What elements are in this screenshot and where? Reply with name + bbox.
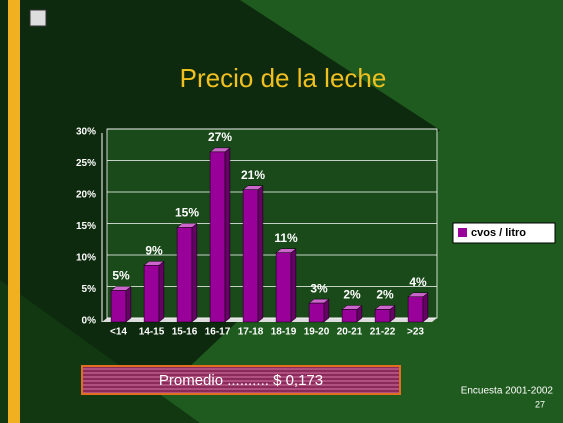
y-tick-label: 10% bbox=[76, 253, 96, 264]
x-tick-label: 17-18 bbox=[238, 327, 264, 338]
x-tick-label: 16-17 bbox=[205, 327, 231, 338]
bar bbox=[308, 302, 325, 323]
y-tick-label: 0% bbox=[82, 316, 97, 327]
data-label: 5% bbox=[112, 269, 130, 283]
bar bbox=[110, 290, 127, 323]
source-note: Encuesta 2001-2002 bbox=[461, 386, 554, 397]
bar bbox=[176, 227, 193, 323]
x-tick-label: 14-15 bbox=[139, 327, 165, 338]
bar-side bbox=[290, 248, 297, 323]
slide-number: 27 bbox=[535, 399, 545, 409]
bar-side bbox=[125, 285, 132, 323]
data-label: 3% bbox=[310, 281, 328, 295]
data-label: 9% bbox=[145, 243, 163, 257]
x-tick-label: 18-19 bbox=[271, 327, 297, 338]
y-tick-label: 15% bbox=[76, 221, 96, 232]
x-tick-label: 21-22 bbox=[370, 327, 396, 338]
y-tick-label: 20% bbox=[76, 190, 96, 201]
x-tick-label: >23 bbox=[407, 327, 424, 338]
average-text: Promedio .......... $ 0,173 bbox=[159, 372, 323, 389]
y-tick-label: 30% bbox=[76, 127, 96, 138]
x-tick-label: <14 bbox=[110, 327, 127, 338]
background-shape bbox=[130, 0, 563, 423]
bar-side bbox=[422, 292, 429, 323]
bar bbox=[275, 252, 292, 323]
side-bar bbox=[8, 0, 20, 423]
bar bbox=[341, 309, 358, 323]
bar bbox=[374, 309, 391, 323]
legend-label: cvos / litro bbox=[471, 227, 526, 239]
logo-icon bbox=[29, 9, 47, 27]
data-label: 21% bbox=[241, 168, 265, 182]
data-label: 2% bbox=[376, 288, 394, 302]
data-label: 15% bbox=[175, 206, 199, 220]
data-label: 4% bbox=[409, 275, 427, 289]
bar bbox=[242, 189, 259, 323]
x-tick-label: 20-21 bbox=[337, 327, 363, 338]
bar bbox=[143, 265, 160, 323]
data-label: 11% bbox=[274, 231, 298, 245]
bar-side bbox=[224, 147, 231, 323]
x-tick-label: 15-16 bbox=[172, 327, 198, 338]
legend-swatch bbox=[458, 228, 467, 237]
bar-side bbox=[158, 260, 165, 323]
data-label: 2% bbox=[343, 288, 361, 302]
bar bbox=[407, 296, 424, 323]
data-label: 27% bbox=[208, 130, 232, 144]
bar-side bbox=[257, 185, 264, 323]
y-tick-label: 25% bbox=[76, 158, 96, 169]
y-tick-label: 5% bbox=[82, 284, 97, 295]
x-tick-label: 19-20 bbox=[304, 327, 330, 338]
average-box bbox=[81, 365, 401, 395]
bar-side bbox=[191, 222, 198, 323]
chart-title: Precio de la leche bbox=[180, 63, 387, 93]
legend-box bbox=[452, 222, 556, 244]
bar bbox=[209, 151, 226, 323]
